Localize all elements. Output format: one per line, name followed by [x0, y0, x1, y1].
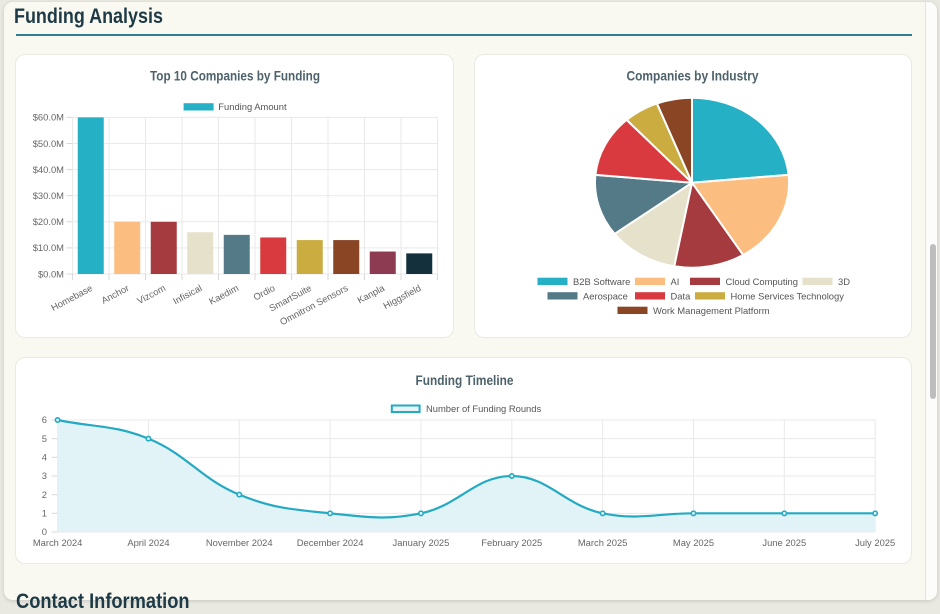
svg-text:Companies by Industry: Companies by Industry [627, 69, 759, 84]
svg-text:April 2024: April 2024 [127, 537, 169, 548]
svg-text:AI: AI [671, 276, 680, 287]
svg-text:$30.0M: $30.0M [33, 190, 64, 201]
svg-text:Ordio: Ordio [251, 282, 276, 302]
svg-text:Vizcom: Vizcom [135, 282, 167, 306]
svg-text:Cloud Computing: Cloud Computing [726, 276, 798, 287]
svg-text:$50.0M: $50.0M [33, 138, 64, 149]
svg-text:January 2025: January 2025 [393, 537, 450, 548]
svg-text:Higgsfield: Higgsfield [381, 282, 423, 311]
svg-text:Data: Data [671, 291, 692, 302]
svg-text:Number of Funding Rounds: Number of Funding Rounds [426, 403, 541, 414]
svg-text:November 2024: November 2024 [206, 537, 273, 548]
svg-text:Top 10 Companies by Funding: Top 10 Companies by Funding [150, 69, 320, 84]
svg-text:$10.0M: $10.0M [33, 242, 64, 253]
svg-text:3: 3 [42, 470, 47, 481]
svg-text:$0.0M: $0.0M [38, 269, 64, 280]
svg-text:Infisical: Infisical [171, 282, 204, 306]
svg-text:3D: 3D [838, 276, 850, 287]
svg-text:B2B Software: B2B Software [573, 276, 630, 287]
svg-text:Funding Amount: Funding Amount [218, 101, 287, 112]
svg-text:Funding Timeline: Funding Timeline [416, 373, 514, 388]
svg-text:June 2025: June 2025 [762, 537, 806, 548]
svg-text:$60.0M: $60.0M [33, 112, 64, 123]
svg-text:July 2025: July 2025 [855, 537, 895, 548]
svg-text:Work Management Platform: Work Management Platform [653, 305, 770, 316]
svg-text:Home Services Technology: Home Services Technology [731, 291, 845, 302]
svg-text:2: 2 [42, 489, 47, 500]
svg-text:March 2024: March 2024 [33, 537, 83, 548]
svg-text:May 2025: May 2025 [673, 537, 714, 548]
svg-text:4: 4 [42, 452, 47, 463]
svg-text:1: 1 [42, 508, 47, 519]
svg-text:December 2024: December 2024 [297, 537, 364, 548]
svg-text:6: 6 [42, 414, 47, 425]
svg-text:February 2025: February 2025 [481, 537, 542, 548]
svg-text:Kaedim: Kaedim [207, 282, 240, 307]
svg-text:March 2025: March 2025 [578, 537, 628, 548]
svg-text:0: 0 [42, 526, 47, 537]
svg-text:Aerospace: Aerospace [583, 291, 628, 302]
svg-text:Homebase: Homebase [49, 282, 94, 313]
svg-text:5: 5 [42, 433, 47, 444]
svg-text:$20.0M: $20.0M [33, 216, 64, 227]
svg-text:Anchor: Anchor [99, 282, 130, 306]
svg-text:$40.0M: $40.0M [33, 164, 64, 175]
